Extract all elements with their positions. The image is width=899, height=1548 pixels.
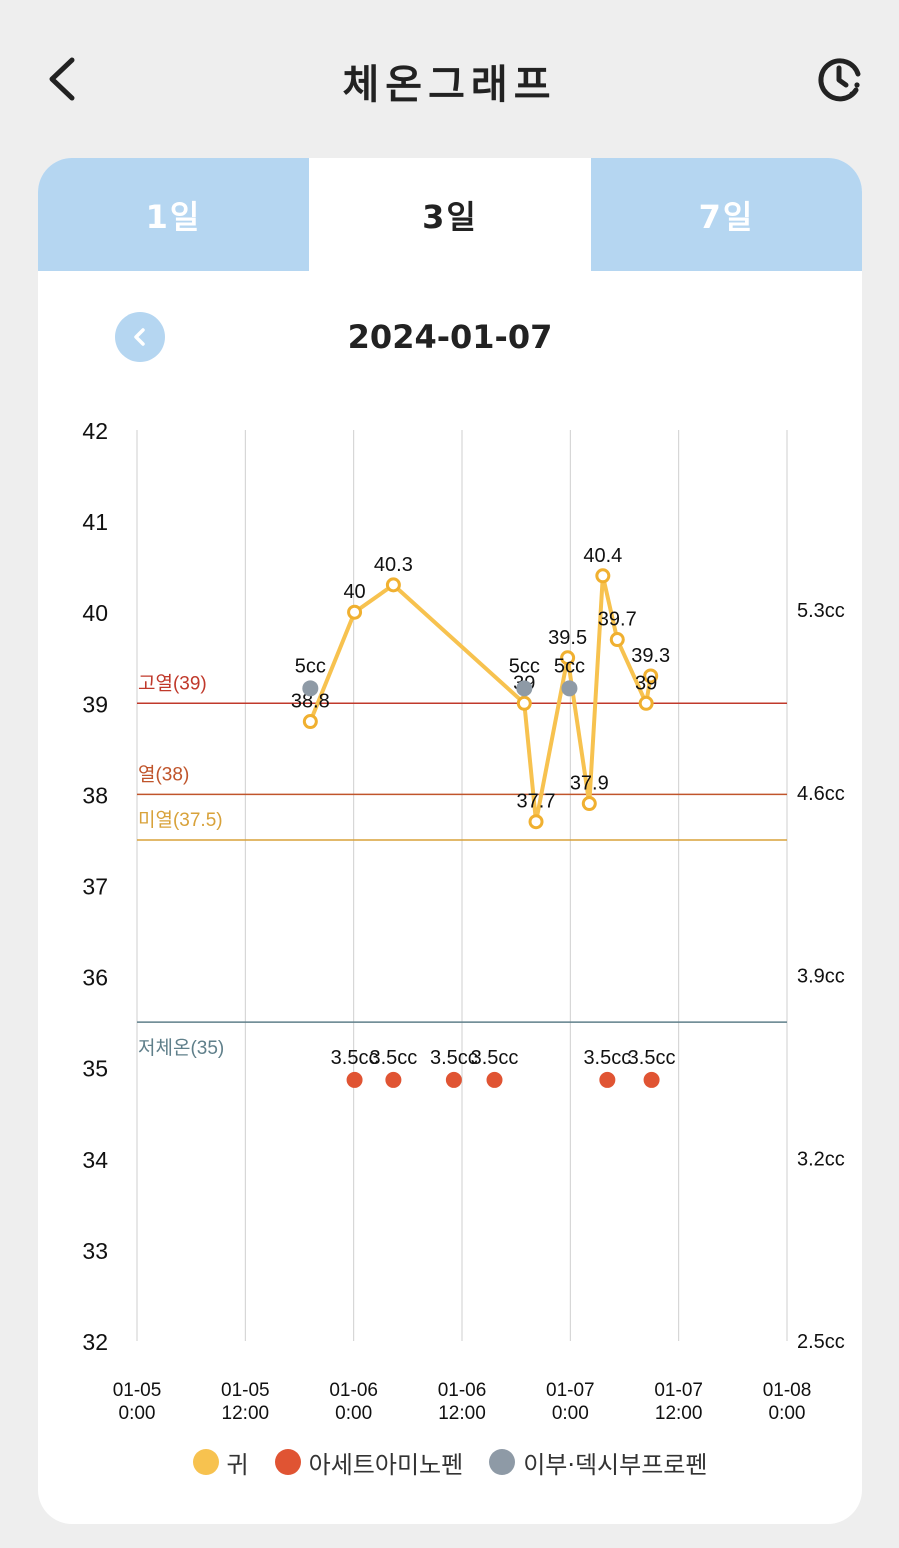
legend-item-ibuprofen: 이부·덱시부프로펜: [489, 1445, 707, 1480]
ibuprofen-dose-point: [516, 680, 533, 697]
threshold-label: 미열(37.5): [138, 809, 223, 831]
x-tick-label-date: 01-05: [221, 1380, 270, 1401]
temperature-point: [516, 695, 532, 711]
previous-date-button[interactable]: [115, 312, 165, 362]
y2-tick-label: 4.6cc: [797, 783, 845, 805]
y-tick-label: 32: [82, 1329, 108, 1355]
dose-data-label: 3.5cc: [430, 1047, 478, 1069]
temperature-data-label: 40: [343, 581, 365, 603]
y-tick-label: 40: [82, 600, 108, 626]
y-tick-label: 34: [82, 1147, 108, 1173]
header: 체온그래프: [0, 0, 899, 158]
dose-data-label: 5cc: [554, 655, 585, 677]
threshold-label: 열(38): [138, 763, 189, 785]
temperature-data-label: 38.8: [291, 691, 330, 713]
page-title: 체온그래프: [342, 62, 557, 108]
temperature-point: [638, 695, 654, 711]
back-button[interactable]: [40, 52, 90, 106]
legend-label: 이부·덱시부프로펜: [523, 1450, 708, 1479]
x-tick-label-time: 0:00: [119, 1403, 156, 1424]
period-tabs: 1일 3일 7일: [38, 158, 862, 271]
tab-1-day[interactable]: 1일: [38, 158, 309, 271]
acetaminophen-dose-point: [385, 1071, 402, 1088]
legend-item-ear: 귀: [192, 1445, 249, 1480]
x-tick-label-date: 01-07: [546, 1380, 595, 1401]
legend-item-acetaminophen: 아세트아미노펜: [274, 1445, 464, 1480]
temperature-point: [581, 796, 597, 812]
x-tick-label-date: 01-07: [654, 1380, 703, 1401]
temperature-point: [643, 668, 659, 684]
y-tick-label: 35: [82, 1056, 108, 1082]
chevron-left-icon: [49, 57, 75, 101]
clock-history-icon: [818, 58, 861, 102]
current-date: 2024-01-07: [347, 318, 553, 356]
temperature-data-label: 39.3: [631, 645, 670, 667]
temperature-point: [560, 650, 576, 666]
temperature-data-label: 39.5: [548, 627, 587, 649]
temperature-data-label: 37.9: [570, 773, 609, 795]
dose-data-label: 3.5cc: [583, 1047, 631, 1069]
temperature-point: [528, 814, 544, 830]
x-tick-label-time: 12:00: [655, 1403, 703, 1424]
x-tick-label-time: 0:00: [769, 1403, 806, 1424]
temperature-point: [302, 714, 318, 730]
threshold-label: 저체온(35): [138, 1037, 224, 1059]
temperature-data-label: 40.3: [374, 554, 413, 576]
dose-data-label: 5cc: [295, 655, 326, 677]
y-tick-label: 33: [82, 1238, 108, 1264]
dose-data-label: 3.5cc: [369, 1047, 417, 1069]
y2-tick-label: 3.9cc: [797, 966, 845, 988]
y-tick-label: 36: [82, 965, 108, 991]
x-tick-label-date: 01-06: [438, 1380, 487, 1401]
y-tick-label: 38: [82, 782, 108, 808]
x-tick-label-date: 01-06: [329, 1380, 378, 1401]
acetaminophen-dose-point: [599, 1071, 616, 1088]
temperature-data-label: 37.7: [517, 791, 556, 813]
ibuprofen-dose-point: [561, 680, 578, 697]
acetaminophen-dose-point: [486, 1071, 503, 1088]
threshold-label: 고열(39): [138, 672, 207, 694]
legend-swatch-acetaminophen: [274, 1449, 301, 1475]
chevron-left-icon: [134, 328, 145, 346]
x-tick-label-time: 0:00: [335, 1403, 372, 1424]
legend-label: 귀: [226, 1450, 249, 1479]
y2-tick-label: 2.5cc: [797, 1331, 845, 1353]
dose-data-label: 5cc: [509, 655, 540, 677]
acetaminophen-dose-point: [643, 1071, 660, 1088]
acetaminophen-dose-point: [346, 1071, 363, 1088]
y-tick-label: 41: [82, 509, 108, 535]
x-tick-label-time: 0:00: [552, 1403, 589, 1424]
chart-card: 1일 3일 7일 2024-01-07 01-05 0:00 01-05 12:00 0…: [38, 158, 862, 1524]
temperature-point: [595, 568, 611, 584]
temperature-data-label: 39: [635, 672, 657, 694]
y2-tick-label: 5.3cc: [797, 600, 845, 622]
legend-label: 아세트아미노펜: [308, 1450, 464, 1479]
dose-data-label: 3.5cc: [628, 1047, 676, 1069]
y-tick-label: 42: [82, 418, 108, 444]
dose-data-label: 3.5cc: [331, 1047, 379, 1069]
history-button[interactable]: [812, 52, 868, 108]
temperature-point: [347, 604, 363, 620]
temperature-point: [385, 577, 401, 593]
temperature-data-label: 39.7: [598, 609, 637, 631]
x-tick-label-date: 01-08: [763, 1380, 812, 1401]
legend-swatch-ibuprofen: [489, 1449, 516, 1475]
y-tick-label: 39: [82, 691, 108, 717]
x-tick-label-date: 01-05: [113, 1380, 162, 1401]
ibuprofen-dose-point: [302, 680, 319, 697]
temperature-data-label: 40.4: [583, 545, 622, 567]
temperature-chart: 01-050:0001-0512:0001-060:0001-0612:0001…: [82, 418, 845, 1424]
x-tick-label-time: 12:00: [222, 1403, 270, 1424]
tab-7-day[interactable]: 7일: [591, 158, 862, 271]
acetaminophen-dose-point: [445, 1071, 462, 1088]
x-tick-label-time: 12:00: [438, 1403, 486, 1424]
y2-tick-label: 3.2cc: [797, 1148, 845, 1170]
dose-data-label: 3.5cc: [471, 1047, 519, 1069]
y-tick-label: 37: [82, 874, 108, 900]
legend: 귀 아세트아미노펜 이부·덱시부프로펜: [38, 1440, 862, 1484]
tab-3-day[interactable]: 3일: [309, 158, 591, 271]
legend-swatch-ear: [192, 1449, 219, 1475]
temperature-point: [609, 632, 625, 648]
date-navigation: 2024-01-07: [38, 298, 862, 378]
